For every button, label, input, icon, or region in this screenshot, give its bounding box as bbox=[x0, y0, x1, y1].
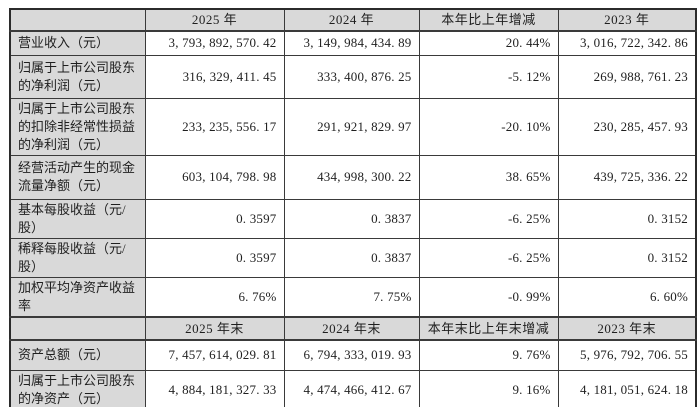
row-label: 归属于上市公司股东的扣除非经常性损益的净利润（元） bbox=[9, 97, 146, 156]
value-cell: 3, 149, 984, 434. 89 bbox=[283, 30, 420, 56]
row-label: 归属于上市公司股东的净资产（元） bbox=[9, 369, 146, 407]
period-end-header-row: 2025 年末 2024 年末 本年末比上年末增减 2023 年末 bbox=[9, 316, 697, 341]
row-label: 基本每股收益（元/股） bbox=[9, 198, 146, 239]
value-cell: 0. 3597 bbox=[144, 198, 285, 239]
value-cell: 3, 016, 722, 342. 86 bbox=[557, 30, 697, 56]
table-row-diluted-eps: 稀释每股收益（元/股） 0. 3597 0. 3837 -6. 25% 0. 3… bbox=[9, 237, 697, 278]
value-cell: -5. 12% bbox=[418, 54, 559, 99]
value-cell: 0. 3152 bbox=[557, 198, 697, 239]
table-row-revenue: 营业收入（元） 3, 793, 892, 570. 42 3, 149, 984… bbox=[9, 30, 697, 56]
row-label: 稀释每股收益（元/股） bbox=[9, 237, 146, 278]
row-label: 加权平均净资产收益率 bbox=[9, 276, 146, 318]
period-header-row: 2025 年 2024 年 本年比上年增减 2023 年 bbox=[9, 8, 697, 32]
value-cell: -6. 25% bbox=[418, 198, 559, 239]
value-cell: 7. 75% bbox=[283, 276, 420, 318]
value-cell: 439, 725, 336. 22 bbox=[557, 154, 697, 200]
value-cell: 434, 998, 300. 22 bbox=[283, 154, 420, 200]
header-end-yoy-change: 本年末比上年末增减 bbox=[418, 316, 559, 341]
value-cell: 6. 76% bbox=[144, 276, 285, 318]
header-yoy-change: 本年比上年增减 bbox=[418, 8, 559, 32]
table-row-deducted-net-profit: 归属于上市公司股东的扣除非经常性损益的净利润（元） 233, 235, 556.… bbox=[9, 97, 697, 156]
header-2024-end: 2024 年末 bbox=[283, 316, 420, 341]
header-2023-end: 2023 年末 bbox=[557, 316, 697, 341]
value-cell: 6, 794, 333, 019. 93 bbox=[283, 339, 420, 371]
value-cell: 603, 104, 798. 98 bbox=[144, 154, 285, 200]
value-cell: 9. 16% bbox=[418, 369, 559, 407]
value-cell: 4, 181, 051, 624. 18 bbox=[557, 369, 697, 407]
value-cell: 0. 3837 bbox=[283, 237, 420, 278]
row-label: 资产总额（元） bbox=[9, 339, 146, 371]
table-row-net-assets: 归属于上市公司股东的净资产（元） 4, 884, 181, 327. 33 4,… bbox=[9, 369, 697, 407]
table-row-total-assets: 资产总额（元） 7, 457, 614, 029. 81 6, 794, 333… bbox=[9, 339, 697, 371]
table-row-net-profit: 归属于上市公司股东的净利润（元） 316, 329, 411. 45 333, … bbox=[9, 54, 697, 99]
header-2024: 2024 年 bbox=[283, 8, 420, 32]
value-cell: 233, 235, 556. 17 bbox=[144, 97, 285, 156]
corner-cell bbox=[9, 8, 146, 32]
financial-summary-table: 2025 年 2024 年 本年比上年增减 2023 年 营业收入（元） 3, … bbox=[9, 8, 697, 407]
value-cell: 269, 988, 761. 23 bbox=[557, 54, 697, 99]
value-cell: 0. 3597 bbox=[144, 237, 285, 278]
value-cell: 230, 285, 457. 93 bbox=[557, 97, 697, 156]
corner-cell bbox=[9, 316, 146, 341]
table-row-operating-cash-flow: 经营活动产生的现金流量净额（元） 603, 104, 798. 98 434, … bbox=[9, 154, 697, 200]
value-cell: 0. 3837 bbox=[283, 198, 420, 239]
value-cell: 4, 884, 181, 327. 33 bbox=[144, 369, 285, 407]
value-cell: 291, 921, 829. 97 bbox=[283, 97, 420, 156]
value-cell: 20. 44% bbox=[418, 30, 559, 56]
value-cell: 333, 400, 876. 25 bbox=[283, 54, 420, 99]
value-cell: -0. 99% bbox=[418, 276, 559, 318]
value-cell: 0. 3152 bbox=[557, 237, 697, 278]
value-cell: 5, 976, 792, 706. 55 bbox=[557, 339, 697, 371]
value-cell: 9. 76% bbox=[418, 339, 559, 371]
value-cell: 316, 329, 411. 45 bbox=[144, 54, 285, 99]
value-cell: 4, 474, 466, 412. 67 bbox=[283, 369, 420, 407]
row-label: 归属于上市公司股东的净利润（元） bbox=[9, 54, 146, 99]
value-cell: 3, 793, 892, 570. 42 bbox=[144, 30, 285, 56]
value-cell: -20. 10% bbox=[418, 97, 559, 156]
value-cell: 6. 60% bbox=[557, 276, 697, 318]
header-2025: 2025 年 bbox=[144, 8, 285, 32]
row-label: 营业收入（元） bbox=[9, 30, 146, 56]
value-cell: 38. 65% bbox=[418, 154, 559, 200]
header-2023: 2023 年 bbox=[557, 8, 697, 32]
value-cell: -6. 25% bbox=[418, 237, 559, 278]
value-cell: 7, 457, 614, 029. 81 bbox=[144, 339, 285, 371]
table-row-basic-eps: 基本每股收益（元/股） 0. 3597 0. 3837 -6. 25% 0. 3… bbox=[9, 198, 697, 239]
table-row-weighted-avg-roe: 加权平均净资产收益率 6. 76% 7. 75% -0. 99% 6. 60% bbox=[9, 276, 697, 318]
header-2025-end: 2025 年末 bbox=[144, 316, 285, 341]
row-label: 经营活动产生的现金流量净额（元） bbox=[9, 154, 146, 200]
